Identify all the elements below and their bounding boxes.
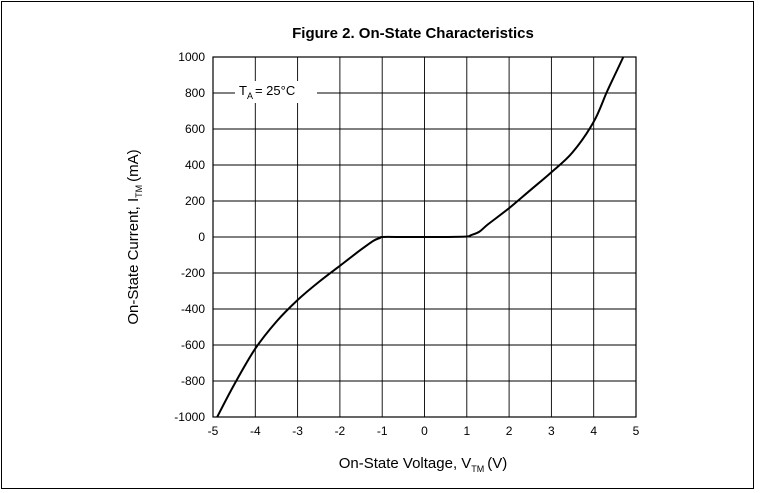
y-tick-label: -800	[181, 374, 205, 388]
x-tick-label: 5	[633, 424, 640, 438]
x-tick-label: 4	[590, 424, 597, 438]
y-tick-label: -400	[181, 302, 205, 316]
y-axis-title: On-State Current, ITM(mA)	[125, 149, 144, 324]
x-axis-ticks: -5 -4 -3 -2 -1 0 1 2 3 4 5	[208, 424, 640, 438]
x-tick-label: 0	[421, 424, 428, 438]
y-tick-label: -200	[181, 266, 205, 280]
chart-title: Figure 2. On-State Characteristics	[292, 25, 534, 42]
x-axis-title: On-State Voltage, VTM (V)	[339, 455, 508, 474]
y-tick-label: 1000	[178, 50, 205, 64]
plot-area	[212, 56, 637, 418]
y-tick-label: 400	[185, 158, 205, 172]
x-tick-label: -3	[292, 424, 303, 438]
x-tick-label: 1	[463, 424, 470, 438]
x-tick-label: -2	[335, 424, 346, 438]
x-tick-label: -1	[377, 424, 388, 438]
series-line	[216, 56, 625, 418]
y-tick-label: 0	[198, 230, 205, 244]
x-tick-label: -5	[208, 424, 219, 438]
annotation-background	[235, 81, 317, 103]
y-tick-label: -1000	[174, 410, 205, 424]
y-tick-label: 800	[185, 86, 205, 100]
x-tick-label: -4	[250, 424, 261, 438]
y-tick-label: -600	[181, 338, 205, 352]
x-tick-label: 2	[506, 424, 513, 438]
y-axis-ticks: 1000 800 600 400 200 0 -200 -400 -600 -800 -1000	[174, 50, 205, 424]
x-tick-label: 3	[548, 424, 555, 438]
y-tick-label: 200	[185, 194, 205, 208]
y-tick-label: 600	[185, 122, 205, 136]
temperature-annotation: TA = 25°C	[239, 83, 295, 101]
